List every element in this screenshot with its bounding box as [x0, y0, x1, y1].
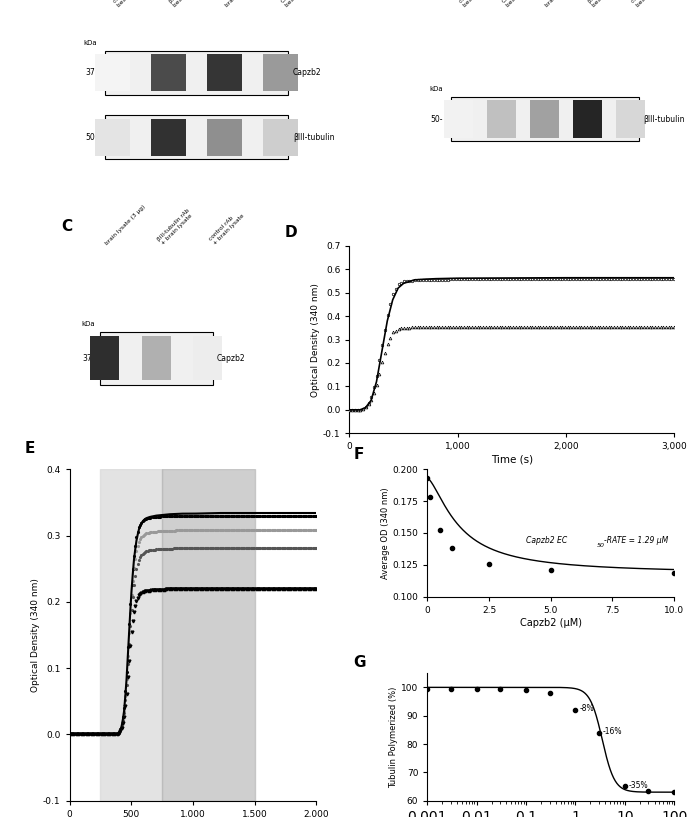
Text: F: F: [353, 447, 363, 462]
Text: kDa: kDa: [84, 40, 97, 46]
X-axis label: Time (s): Time (s): [491, 454, 533, 464]
FancyBboxPatch shape: [443, 100, 473, 138]
FancyBboxPatch shape: [530, 100, 559, 138]
Y-axis label: Average OD (340 nm): Average OD (340 nm): [381, 487, 390, 578]
Legend: Tubulin, Tubulin + GST, Tubulin + GST-Capzb2: Tubulin, Tubulin + GST, Tubulin + GST-Ca…: [452, 515, 571, 556]
X-axis label: Capzb2 (μM): Capzb2 (μM): [520, 618, 582, 627]
Text: βIII-tubulin: βIII-tubulin: [293, 133, 334, 142]
Text: βIII-tubulin rAb-coupled
beads + brain lysate: βIII-tubulin rAb-coupled beads + brain l…: [169, 0, 225, 8]
Text: control rAb-coupled
beads + brain lysate: control rAb-coupled beads + brain lysate: [631, 0, 682, 8]
FancyBboxPatch shape: [142, 337, 171, 381]
Text: 37-: 37-: [85, 69, 97, 78]
FancyBboxPatch shape: [263, 118, 298, 156]
Text: Capzb2 EC: Capzb2 EC: [526, 536, 567, 545]
Text: -8%: -8%: [580, 704, 594, 713]
FancyBboxPatch shape: [616, 100, 646, 138]
Text: control rAb
+ brain lysate: control rAb + brain lysate: [208, 209, 245, 246]
FancyBboxPatch shape: [105, 51, 288, 95]
FancyBboxPatch shape: [207, 54, 242, 92]
Text: -35%: -35%: [629, 780, 648, 789]
FancyBboxPatch shape: [95, 118, 130, 156]
Text: βIII-tubulin rAb-coupled
beads + brain lysate: βIII-tubulin rAb-coupled beads + brain l…: [588, 0, 644, 8]
Text: Capzb2 mAb-coupled
beads + brain lysate: Capzb2 mAb-coupled beads + brain lysate: [501, 0, 554, 8]
Text: brain lysate (3 μg): brain lysate (3 μg): [545, 0, 587, 8]
Text: 50-: 50-: [430, 114, 443, 123]
Text: Capzb2: Capzb2: [216, 354, 245, 363]
FancyBboxPatch shape: [487, 100, 516, 138]
Bar: [100, 469, 162, 801]
Text: control mAb-coupled
beads + brain lysate: control mAb-coupled beads + brain lysate: [458, 0, 509, 8]
Text: control mAb-coupled
beads + brain lysate: control mAb-coupled beads + brain lysate: [113, 0, 164, 8]
Text: -16%: -16%: [603, 727, 622, 736]
Text: βIII-tubulin: βIII-tubulin: [644, 114, 685, 123]
Text: kDa: kDa: [430, 87, 443, 92]
Bar: [162, 469, 254, 801]
Text: 37-: 37-: [82, 354, 95, 363]
Text: C: C: [61, 219, 72, 234]
FancyBboxPatch shape: [207, 118, 242, 156]
Text: -RATE = 1.29 μM: -RATE = 1.29 μM: [604, 536, 668, 545]
Text: brain lysate (3 μg): brain lysate (3 μg): [105, 204, 147, 246]
FancyBboxPatch shape: [193, 337, 222, 381]
Y-axis label: Tubulin Polymerized (%): Tubulin Polymerized (%): [389, 686, 398, 788]
Y-axis label: Optical Density (340 nm): Optical Density (340 nm): [311, 283, 320, 396]
Text: Capzb2 mAb-coupled
beads + brain lysate: Capzb2 mAb-coupled beads + brain lysate: [280, 0, 333, 8]
Text: brain lysate (3 μg): brain lysate (3 μg): [224, 0, 266, 8]
FancyBboxPatch shape: [95, 54, 130, 92]
Text: 50: 50: [596, 543, 605, 548]
FancyBboxPatch shape: [90, 337, 120, 381]
Text: E: E: [25, 440, 35, 456]
Text: 50-: 50-: [85, 133, 97, 142]
Text: D: D: [284, 225, 297, 239]
FancyBboxPatch shape: [573, 100, 603, 138]
Text: kDa: kDa: [81, 321, 95, 327]
Text: G: G: [353, 654, 366, 670]
FancyBboxPatch shape: [263, 54, 298, 92]
FancyBboxPatch shape: [450, 97, 639, 141]
FancyBboxPatch shape: [151, 54, 186, 92]
FancyBboxPatch shape: [151, 118, 186, 156]
FancyBboxPatch shape: [100, 332, 213, 385]
Text: βIII-tubulin rAb
+ brain lysate: βIII-tubulin rAb + brain lysate: [156, 208, 195, 246]
Y-axis label: Optical Density (340 nm): Optical Density (340 nm): [31, 578, 40, 692]
Text: Capzb2: Capzb2: [293, 69, 322, 78]
FancyBboxPatch shape: [105, 115, 288, 159]
